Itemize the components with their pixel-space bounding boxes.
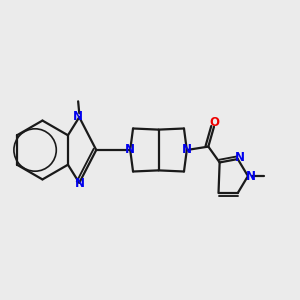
Text: N: N	[125, 143, 135, 156]
Text: N: N	[182, 143, 192, 156]
Text: N: N	[246, 170, 256, 183]
Text: N: N	[73, 110, 83, 123]
Text: O: O	[209, 116, 220, 129]
Text: N: N	[235, 152, 244, 164]
Text: N: N	[74, 177, 85, 190]
